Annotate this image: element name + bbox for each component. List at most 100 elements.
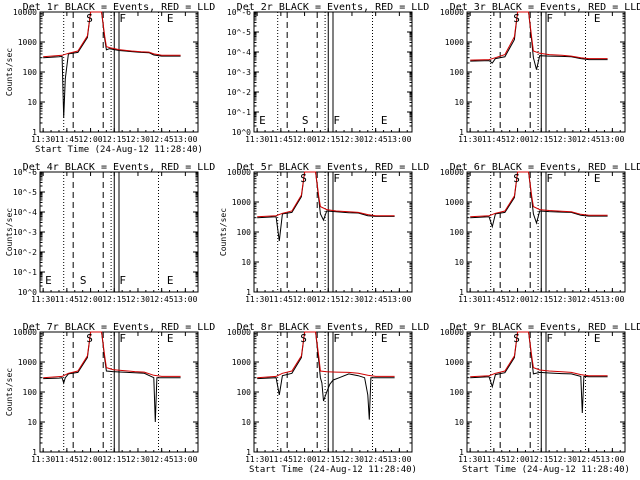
event-marker-label: F <box>333 172 340 185</box>
panel-det-5: Det 5r BLACK = Events, RED = LLD 11:30 11:… <box>219 162 429 304</box>
y-tick-label: 100 <box>450 228 465 237</box>
panel-det-6: Det 6r BLACK = Events, RED = LLD 11:30 11:… <box>440 162 640 304</box>
y-tick-label: 100 <box>237 388 252 397</box>
y-tick-label: 10 <box>454 258 464 267</box>
event-marker-label: E <box>167 12 174 25</box>
event-marker-label: S <box>513 332 520 345</box>
panel-det-2: Det 2r BLACK = Events, RED = LLD 11:30 11:… <box>227 2 429 144</box>
x-tick-label: 12:45 <box>364 295 388 304</box>
y-tick-label: 100 <box>23 68 38 77</box>
y-tick-label: 10000 <box>13 328 37 337</box>
x-tick-label: 11:45 <box>55 455 79 464</box>
y-tick-label: 10000 <box>440 328 464 337</box>
y-tick-label: 10^0 <box>18 288 37 297</box>
event-marker-label: F <box>333 332 340 345</box>
event-marker-label: F <box>546 172 553 185</box>
x-axis-label: Start Time (24-Aug-12 11:28:40) <box>462 465 630 475</box>
lld-series-line <box>43 331 181 379</box>
x-tick-label: 13:00 <box>600 455 624 464</box>
panel-title: Det 8r BLACK = Events, RED = LLD <box>237 322 430 333</box>
y-tick-label: 10^0 <box>232 128 251 137</box>
x-tick-label: 11:30 <box>458 135 482 144</box>
x-tick-label: 12:15 <box>316 455 340 464</box>
event-marker-label: F <box>119 12 126 25</box>
x-tick-label: 12:30 <box>340 295 364 304</box>
event-marker-label: E <box>45 274 52 287</box>
x-tick-label: 12:15 <box>102 135 126 144</box>
events-series-line <box>257 171 395 242</box>
y-tick-label: 10000 <box>440 8 464 17</box>
x-tick-label: 11:45 <box>482 295 506 304</box>
x-tick-label: 11:30 <box>245 135 269 144</box>
y-axis-label: Counts/sec <box>5 368 14 416</box>
x-tick-label: 12:15 <box>102 455 126 464</box>
y-tick-label: 10^-2 <box>13 248 37 257</box>
y-tick-label: 10 <box>27 418 37 427</box>
lld-series-line <box>257 331 395 379</box>
x-tick-label: 12:00 <box>506 295 530 304</box>
x-tick-label: 12:30 <box>340 135 364 144</box>
y-tick-label: 100 <box>23 388 38 397</box>
x-tick-label: 12:15 <box>316 135 340 144</box>
x-tick-label: 11:45 <box>269 455 293 464</box>
y-tick-label: 10000 <box>13 8 37 17</box>
x-tick-label: 12:30 <box>126 135 150 144</box>
event-marker-label: F <box>119 274 126 287</box>
event-marker-label: S <box>86 332 93 345</box>
x-tick-label: 11:30 <box>31 455 55 464</box>
panel-title: Det 9r BLACK = Events, RED = LLD <box>450 322 640 333</box>
y-tick-label: 10^-5 <box>13 188 37 197</box>
event-marker-label: F <box>546 332 553 345</box>
x-axis-label: Start Time (24-Aug-12 11:28:40) <box>35 145 203 155</box>
x-tick-label: 11:30 <box>31 135 55 144</box>
x-tick-label: 11:30 <box>458 295 482 304</box>
panel-det-3: Det 3r BLACK = Events, RED = LLD 11:30 11:… <box>440 2 640 144</box>
x-tick-label: 12:15 <box>529 295 553 304</box>
x-tick-label: 12:30 <box>553 135 577 144</box>
x-tick-label: 12:00 <box>506 455 530 464</box>
event-marker-label: F <box>333 114 340 127</box>
y-tick-label: 10 <box>27 98 37 107</box>
event-marker-label: S <box>300 332 307 345</box>
panel-title: Det 6r BLACK = Events, RED = LLD <box>450 162 640 173</box>
x-tick-label: 13:00 <box>173 455 197 464</box>
event-marker-label: F <box>119 332 126 345</box>
y-tick-label: 1000 <box>18 358 37 367</box>
x-tick-label: 13:00 <box>173 135 197 144</box>
events-series-line <box>470 11 608 70</box>
x-tick-label: 12:30 <box>553 455 577 464</box>
events-series-line <box>470 331 608 414</box>
y-tick-label: 10 <box>241 258 251 267</box>
events-series-line <box>257 331 395 420</box>
y-tick-label: 10^-1 <box>13 268 37 277</box>
event-marker-label: E <box>167 274 174 287</box>
event-marker-label: S <box>513 172 520 185</box>
x-tick-label: 12:00 <box>506 135 530 144</box>
lld-series-line <box>43 11 181 58</box>
y-tick-label: 10^-1 <box>227 108 251 117</box>
y-tick-label: 1000 <box>445 358 464 367</box>
x-tick-label: 11:30 <box>245 295 269 304</box>
lld-series-line <box>470 11 608 61</box>
y-tick-label: 10 <box>454 418 464 427</box>
y-tick-label: 10 <box>241 418 251 427</box>
x-tick-label: 13:00 <box>387 455 411 464</box>
x-tick-label: 13:00 <box>387 295 411 304</box>
y-tick-label: 1 <box>246 448 251 457</box>
x-tick-label: 13:00 <box>600 135 624 144</box>
x-tick-label: 12:00 <box>293 135 317 144</box>
x-tick-label: 12:45 <box>150 295 174 304</box>
event-marker-label: F <box>546 12 553 25</box>
x-tick-label: 11:30 <box>245 455 269 464</box>
panel-title: Det 2r BLACK = Events, RED = LLD <box>237 2 430 13</box>
x-tick-label: 11:45 <box>55 295 79 304</box>
panel-title: Det 1r BLACK = Events, RED = LLD <box>23 2 216 13</box>
panel-det-8: Det 8r BLACK = Events, RED = LLD 11:30 11:… <box>227 322 429 475</box>
y-tick-label: 1 <box>32 448 37 457</box>
x-tick-label: 13:00 <box>387 135 411 144</box>
x-tick-label: 11:30 <box>31 295 55 304</box>
y-tick-label: 1 <box>32 128 37 137</box>
x-tick-label: 13:00 <box>600 295 624 304</box>
panel-title: Det 3r BLACK = Events, RED = LLD <box>450 2 640 13</box>
event-marker-label: S <box>513 12 520 25</box>
